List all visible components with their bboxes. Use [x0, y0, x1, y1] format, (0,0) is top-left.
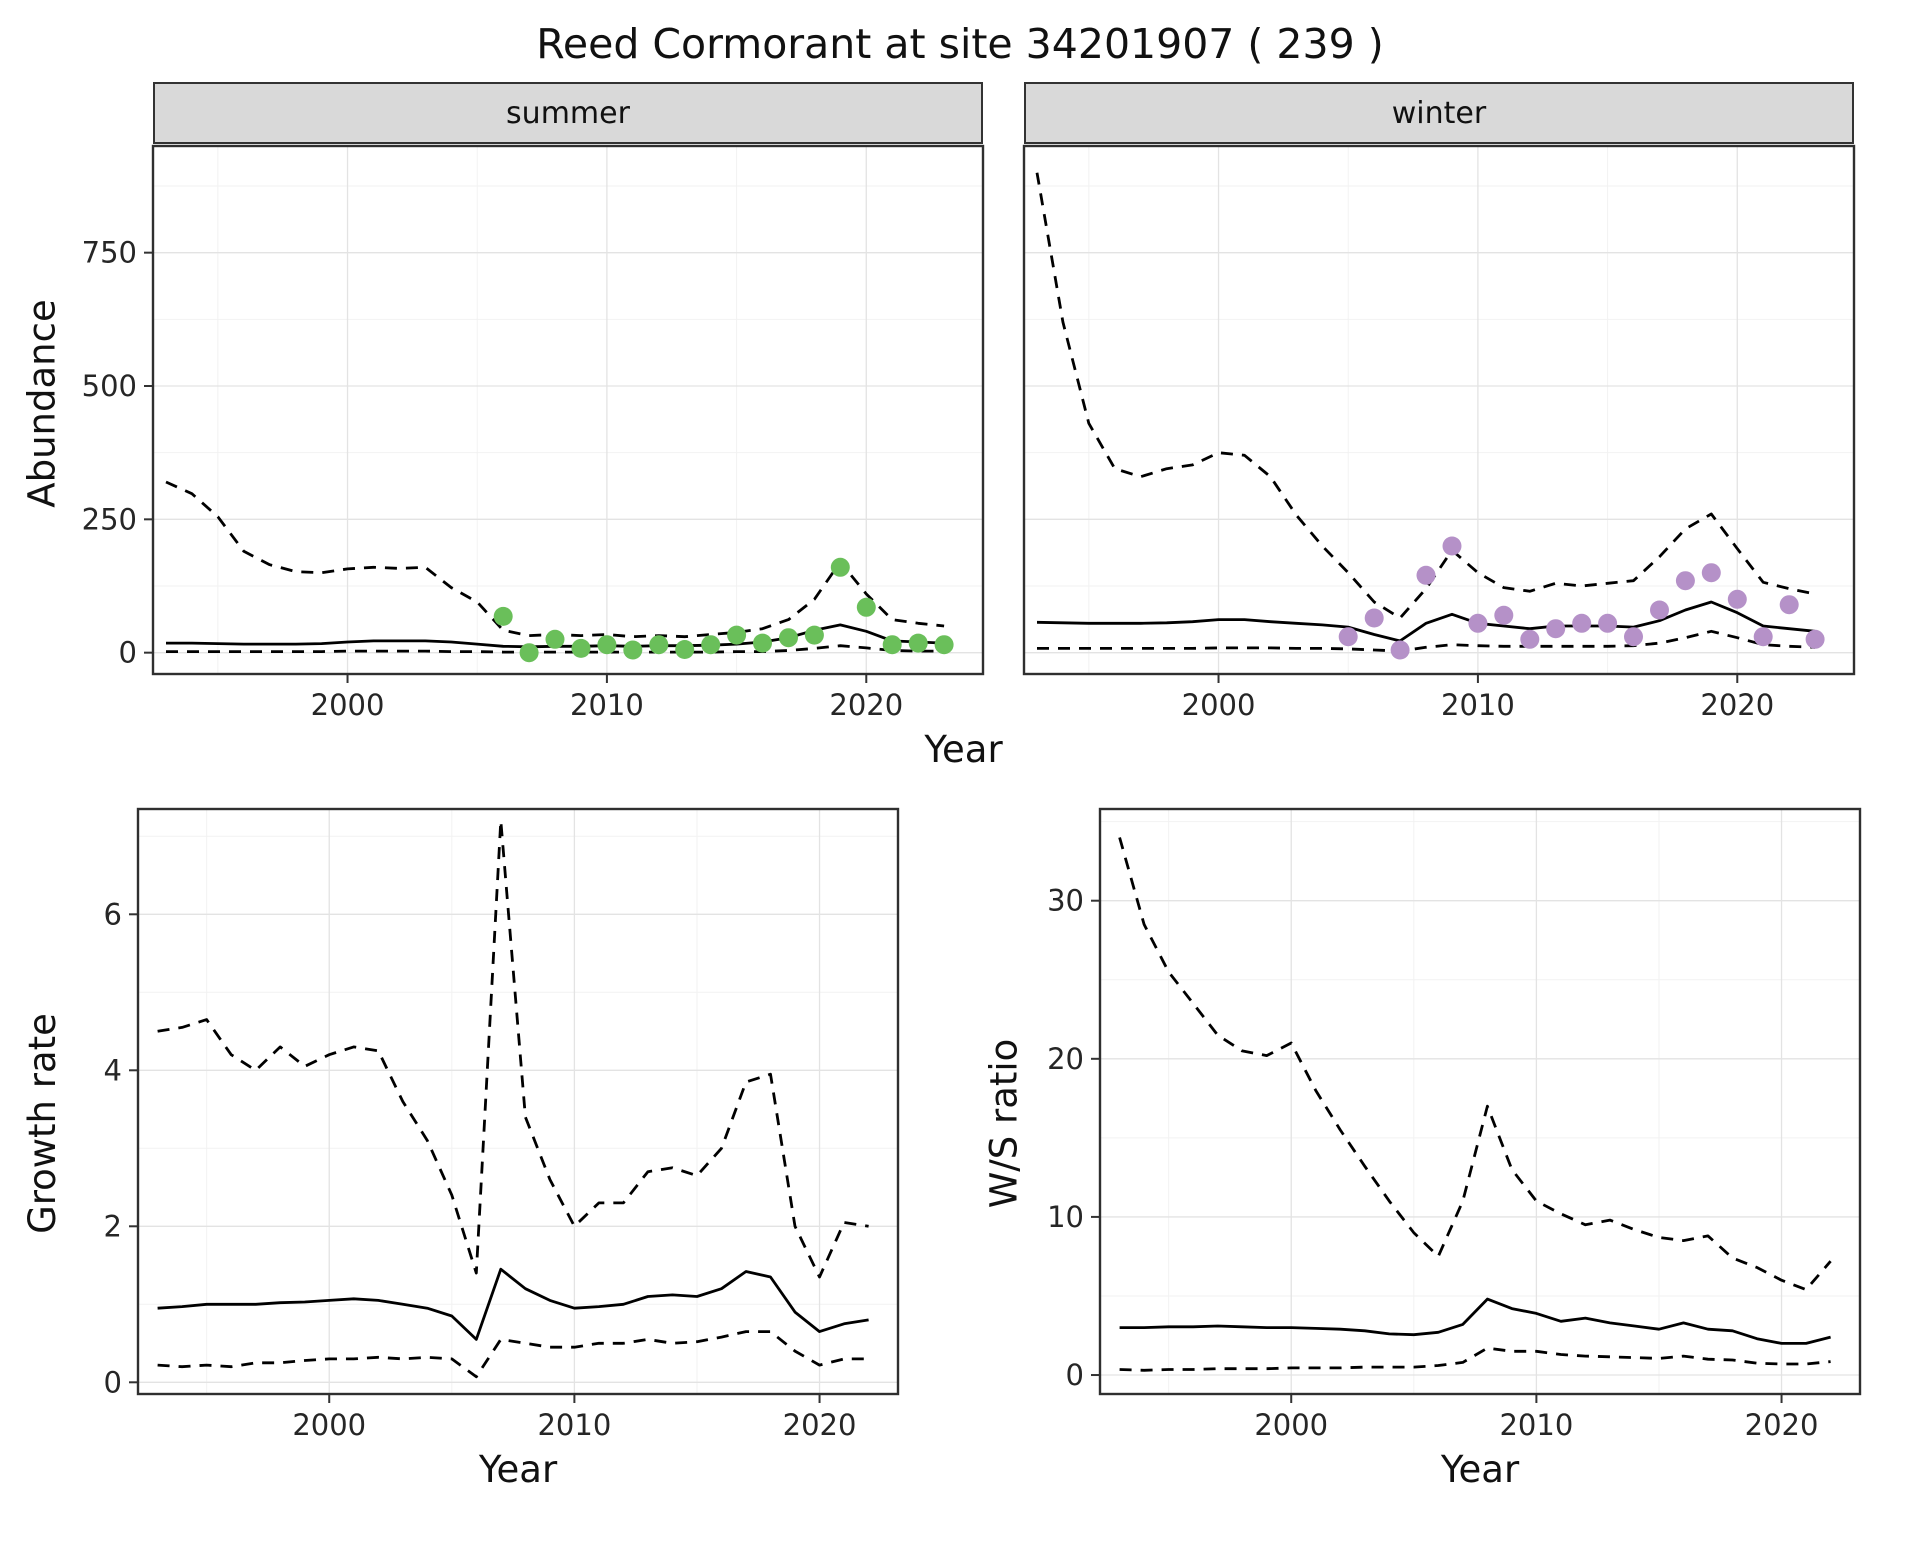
facet-winter: winter 2000 2010 2020	[1014, 82, 1859, 724]
svg-text:2010: 2010	[570, 688, 644, 722]
svg-text:2010: 2010	[537, 1408, 611, 1442]
abundance-x-axis-label: Year	[924, 728, 1003, 771]
abundance-summer-chart: 2000 2010 2020 0 250 500 750	[82, 144, 985, 722]
svg-text:500: 500	[82, 369, 137, 403]
abundance-winter-chart: 2000 2010 2020	[1022, 144, 1856, 722]
svg-text:10: 10	[1047, 1200, 1084, 1234]
svg-text:750: 750	[82, 236, 137, 270]
ws-ratio-y-axis-label: W/S ratio	[982, 1038, 1026, 1209]
facet-summer: summer 2000 2010 2020 0 250 500 750	[68, 82, 988, 724]
svg-text:2010: 2010	[1441, 688, 1515, 722]
figure-title: Reed Cormorant at site 34201907 ( 239 )	[536, 20, 1384, 68]
growth-rate-chart: 2000 2010 2020 0 2 4 6	[104, 807, 900, 1442]
svg-text:2020: 2020	[783, 1408, 857, 1442]
ws-ratio-y-axis-label-column: W/S ratio	[978, 801, 1030, 1446]
derived-metrics-row: Growth rate 2000 2010 2020 0 2 4 6 Year W/S ra…	[16, 801, 1920, 1491]
ws-ratio-chart: 2000 2010 2020 0 10 20 30	[1047, 807, 1862, 1442]
svg-text:20: 20	[1047, 1042, 1084, 1076]
svg-text:6: 6	[104, 897, 122, 931]
growth-rate-y-axis-label: Growth rate	[20, 1013, 64, 1234]
facet-strip-winter: winter	[1024, 82, 1854, 144]
svg-text:2020: 2020	[829, 688, 903, 722]
svg-text:2000: 2000	[1182, 688, 1256, 722]
facet-strip-summer: summer	[153, 82, 983, 144]
svg-text:2: 2	[104, 1209, 122, 1243]
growth-rate-subplot: Growth rate 2000 2010 2020 0 2 4 6 Year	[16, 801, 908, 1491]
svg-text:2000: 2000	[292, 1408, 366, 1442]
svg-text:30: 30	[1047, 884, 1084, 918]
svg-text:0: 0	[1066, 1358, 1084, 1392]
abundance-y-axis-label-column: Abundance	[16, 82, 68, 724]
ws-ratio-x-axis-label: Year	[1440, 1448, 1520, 1491]
abundance-facet-row: Abundance summer 2000 2010 2020 0 250 500 750 …	[16, 82, 1920, 724]
svg-text:2020: 2020	[1745, 1408, 1819, 1442]
svg-text:0: 0	[104, 1365, 122, 1399]
svg-text:250: 250	[82, 502, 137, 536]
growth-rate-chart-column: 2000 2010 2020 0 2 4 6 Year	[68, 801, 908, 1491]
figure: Reed Cormorant at site 34201907 ( 239 ) …	[16, 20, 1920, 1491]
growth-rate-y-axis-label-column: Growth rate	[16, 801, 68, 1446]
svg-text:2010: 2010	[1499, 1408, 1573, 1442]
facet-panels: summer 2000 2010 2020 0 250 500 750 winter 200…	[68, 82, 1859, 724]
svg-text:2000: 2000	[1254, 1408, 1328, 1442]
svg-text:0: 0	[119, 636, 137, 670]
ws-ratio-chart-column: 2000 2010 2020 0 10 20 30 Year	[1030, 801, 1870, 1491]
ws-ratio-subplot: W/S ratio 2000 2010 2020 0 10 20 30 Year	[978, 801, 1870, 1491]
svg-text:2020: 2020	[1700, 688, 1774, 722]
svg-text:2000: 2000	[311, 688, 385, 722]
svg-text:4: 4	[104, 1053, 122, 1087]
abundance-y-axis-label: Abundance	[20, 298, 64, 508]
growth-rate-x-axis-label: Year	[478, 1448, 558, 1491]
